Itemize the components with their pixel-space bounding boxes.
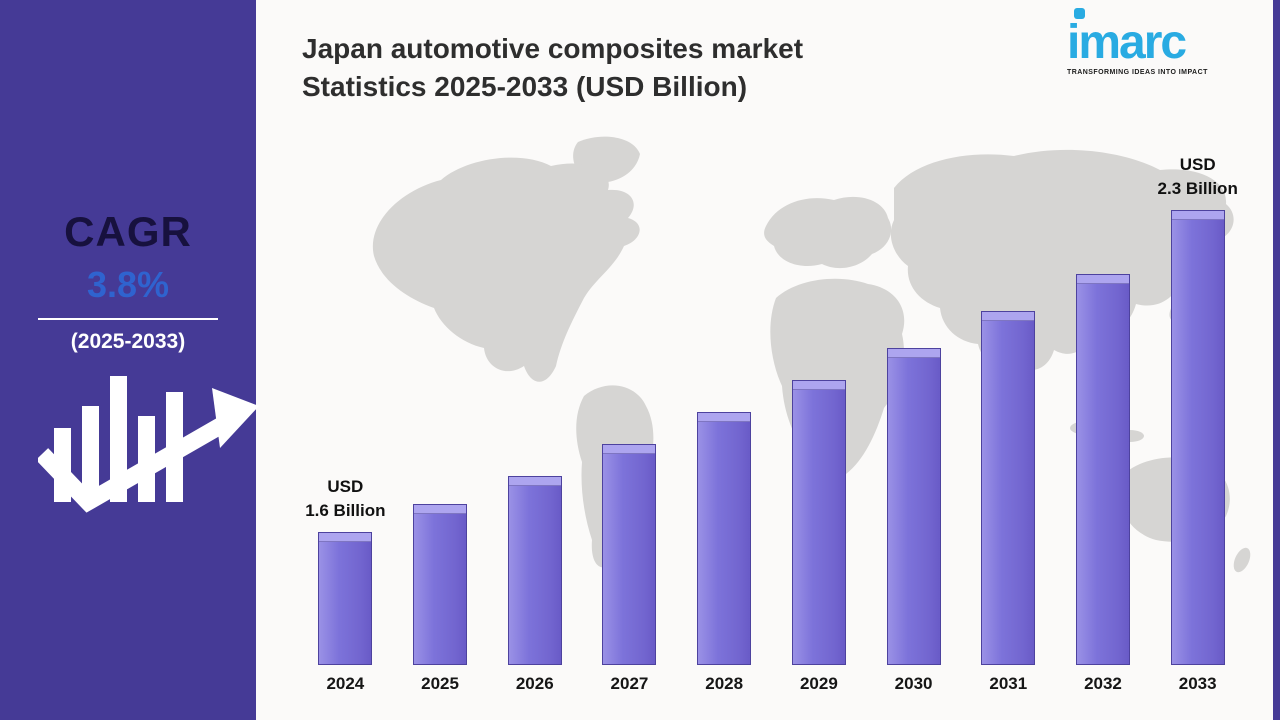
bar-2033 bbox=[1170, 210, 1225, 665]
x-tick-label: 2028 bbox=[705, 674, 744, 693]
cagr-period: (2025-2033) bbox=[70, 330, 186, 353]
imarc-logo: imarc TRANSFORMING IDEAS INTO IMPACT bbox=[1067, 8, 1247, 76]
bar-2026 bbox=[507, 476, 562, 665]
bar-2024 bbox=[318, 532, 373, 665]
bar-column: 2026 bbox=[487, 118, 582, 696]
x-tick-label: 2024 bbox=[326, 674, 365, 693]
cagr-block: CAGR 3.8% (2025-2033) bbox=[0, 208, 256, 354]
bar-column: 2030 bbox=[866, 118, 961, 696]
x-tick-label: 2027 bbox=[610, 674, 649, 693]
logo-wordmark: imarc bbox=[1067, 16, 1187, 69]
cagr-value: 3.8% bbox=[86, 264, 170, 305]
bar-column: USD 1.6 Billion 2024 bbox=[298, 118, 393, 696]
x-tick-label: 2030 bbox=[894, 674, 933, 693]
bar-column: 2032 bbox=[1056, 118, 1151, 696]
cagr-label: CAGR bbox=[64, 208, 192, 255]
logo-dot-icon bbox=[1074, 8, 1085, 19]
bar-column: 2025 bbox=[393, 118, 488, 696]
value-label: USD 1.6 Billion bbox=[305, 476, 386, 521]
chart-area: Japan automotive composites market Stati… bbox=[256, 0, 1273, 720]
bar-column: USD 2.3 Billion 2033 bbox=[1150, 118, 1245, 696]
chart-title: Japan automotive composites market Stati… bbox=[302, 30, 1022, 106]
bar-column: 2027 bbox=[582, 118, 677, 696]
right-accent-strip bbox=[1273, 0, 1280, 720]
bar-column: 2028 bbox=[677, 118, 772, 696]
bar-column: 2029 bbox=[772, 118, 867, 696]
x-tick-label: 2025 bbox=[421, 674, 459, 693]
chart-title-line2: Statistics 2025-2033 (USD Billion) bbox=[302, 70, 748, 102]
x-tick-label: 2031 bbox=[989, 674, 1028, 693]
bar-2025 bbox=[413, 504, 468, 665]
x-tick-label: 2032 bbox=[1084, 674, 1122, 693]
bar-chart: USD 1.6 Billion 2024 2025 2026 2027 2028 2029 20… bbox=[298, 118, 1245, 696]
bar-2030 bbox=[886, 348, 941, 665]
bar-2028 bbox=[697, 412, 752, 665]
x-tick-label: 2033 bbox=[1178, 674, 1217, 693]
bar-2031 bbox=[981, 311, 1036, 665]
value-label: USD 2.3 Billion bbox=[1157, 154, 1238, 199]
bar-2032 bbox=[1075, 274, 1130, 665]
x-tick-label: 2026 bbox=[515, 674, 554, 693]
bar-2029 bbox=[791, 380, 846, 665]
cagr-divider bbox=[38, 318, 218, 320]
x-tick-label: 2029 bbox=[799, 674, 838, 693]
sidebar: CAGR 3.8% (2025-2033) bbox=[0, 0, 259, 720]
bar-column: 2031 bbox=[961, 118, 1056, 696]
growth-chart-icon bbox=[38, 376, 259, 513]
logo-tagline: TRANSFORMING IDEAS INTO IMPACT bbox=[1067, 68, 1208, 76]
bar-2027 bbox=[602, 444, 657, 665]
chart-title-line1: Japan automotive composites market bbox=[302, 33, 804, 64]
